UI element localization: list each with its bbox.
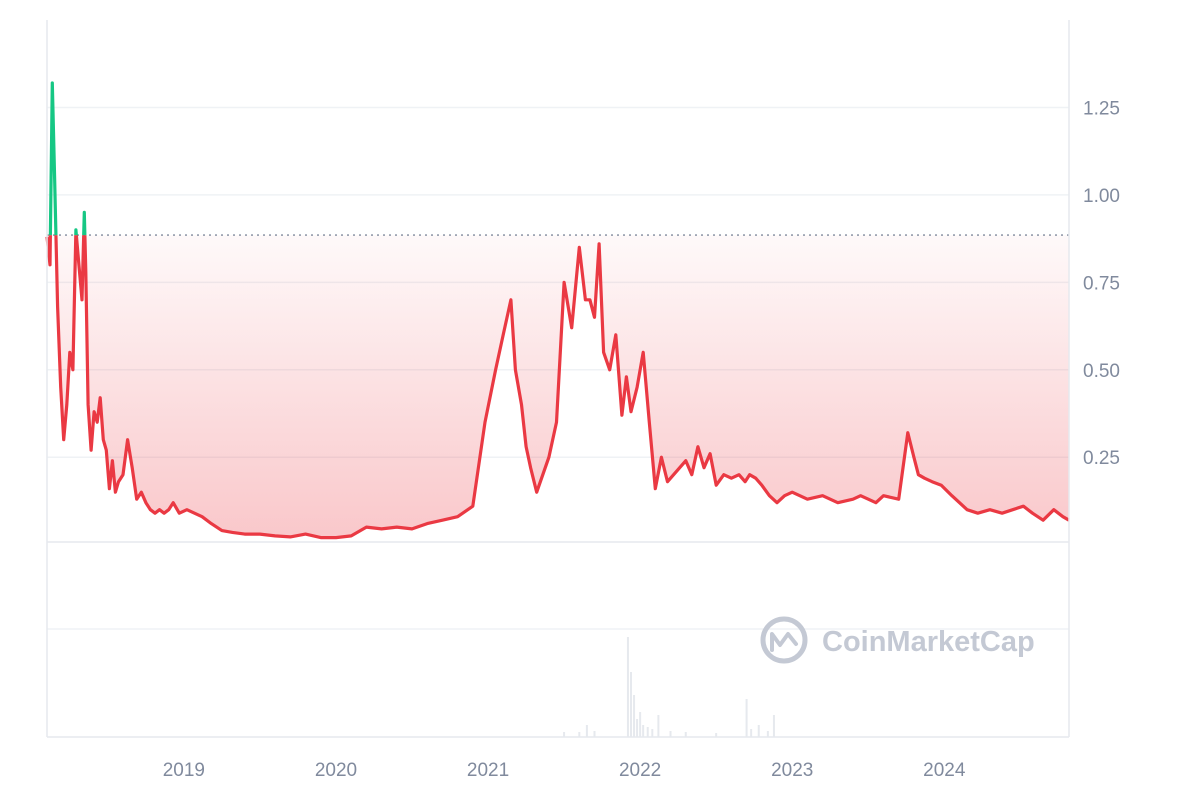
y-tick-label: 1.00 xyxy=(1083,186,1120,207)
volume-bar xyxy=(578,732,581,737)
y-tick-label: 0.25 xyxy=(1083,448,1120,469)
volume-bar xyxy=(630,672,632,737)
axis-frame xyxy=(46,20,1070,738)
x-axis-ticks: 2019 2020 2021 2022 2023 2024 xyxy=(163,760,966,781)
x-tick-label: 2023 xyxy=(771,760,813,781)
volume-bar xyxy=(585,725,588,737)
volume-bar xyxy=(715,733,718,737)
volume-bar xyxy=(651,729,654,737)
volume-bar xyxy=(669,731,672,737)
coinmarketcap-logo-icon xyxy=(760,616,808,664)
volume-bar xyxy=(757,725,760,737)
volume-bar xyxy=(646,727,649,737)
y-tick-label: 0.50 xyxy=(1083,361,1120,382)
x-tick-label: 2020 xyxy=(315,760,357,781)
volume-bar xyxy=(563,732,566,737)
volume-bar xyxy=(633,695,636,737)
volume-bar xyxy=(772,715,775,737)
volume-bar xyxy=(750,729,753,737)
y-tick-label: 0.75 xyxy=(1083,273,1120,294)
coinmarketcap-watermark: CoinMarketCap xyxy=(760,616,1035,664)
volume-bar xyxy=(684,732,687,737)
volume-bar xyxy=(639,712,642,737)
volume-bar xyxy=(766,731,769,737)
x-tick-label: 2022 xyxy=(619,760,661,781)
volume-bars xyxy=(563,637,775,737)
volume-bar xyxy=(626,637,629,737)
watermark-text: CoinMarketCap xyxy=(822,626,1035,658)
volume-bar xyxy=(636,719,639,737)
volume-bar xyxy=(642,725,645,737)
volume-bar xyxy=(593,731,596,737)
x-tick-label: 2021 xyxy=(467,760,509,781)
x-tick-label: 2024 xyxy=(923,760,966,781)
volume-bar xyxy=(745,699,748,737)
volume-bar xyxy=(657,715,660,737)
y-tick-label: 1.25 xyxy=(1083,98,1120,119)
price-line-below xyxy=(45,235,1070,540)
y-axis-ticks: 1.25 1.00 0.75 0.50 0.25 xyxy=(1083,98,1120,469)
x-tick-label: 2019 xyxy=(163,760,205,781)
